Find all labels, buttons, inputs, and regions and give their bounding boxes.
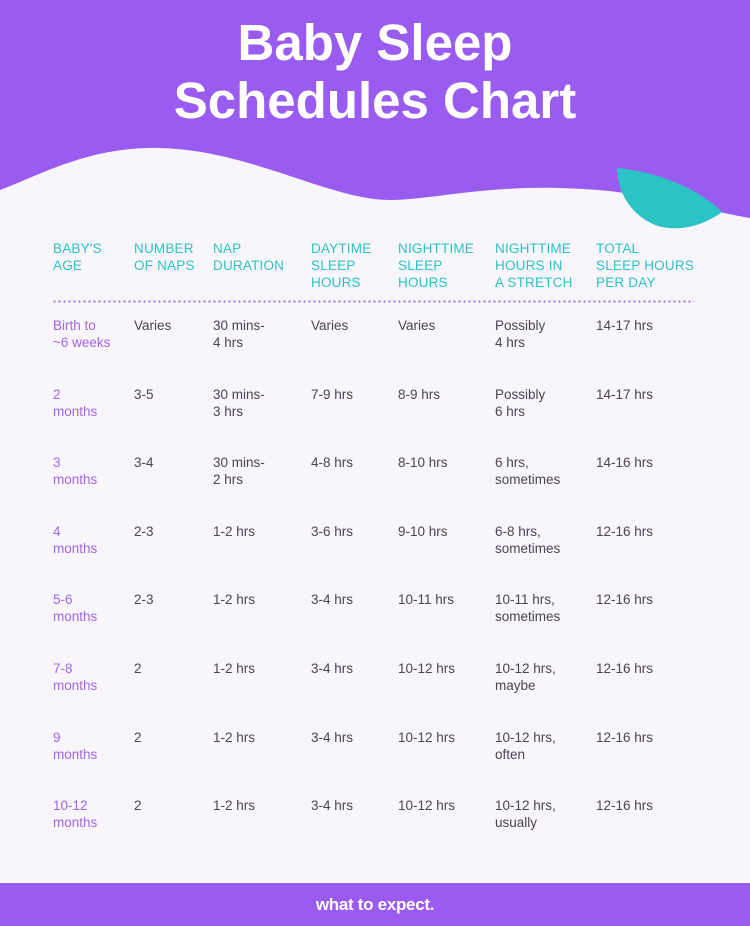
table-body: Birth to ~6 weeks Varies 30 mins- 4 hrs … xyxy=(53,317,703,866)
cell-nap-duration: 1-2 hrs xyxy=(213,660,256,676)
cell-number-of-naps: 2 xyxy=(134,660,142,676)
cell-nighttime-sleep-hours: 8-10 hrs xyxy=(398,455,448,471)
cell-nighttime-sleep-hours: 10-12 hrs xyxy=(398,660,456,676)
cell-daytime-sleep-hours: 7-9 hrs xyxy=(311,386,354,402)
table-row: 7-8 months 2 1-2 hrs 3-4 hrs 10-12 hrs 1… xyxy=(53,660,703,729)
sleep-schedule-table: BABY'S AGE NUMBER OF NAPS NAP DURATION D… xyxy=(52,240,703,866)
title-line-2: Schedules Chart xyxy=(173,72,577,129)
cell-nighttime-hours-in-a-stretch: Possibly 4 hrs xyxy=(495,318,546,350)
cell-daytime-sleep-hours: 3-4 hrs xyxy=(311,729,354,745)
title-line-1: Baby Sleep xyxy=(237,14,513,71)
cell-daytime-sleep-hours: 3-6 hrs xyxy=(311,523,354,539)
cell-total-sleep-hours: 12-16 hrs xyxy=(596,798,654,814)
cell-nap-duration: 30 mins- 2 hrs xyxy=(213,455,265,488)
column-header-daytime-sleep-hours: DAYTIME SLEEP HOURS xyxy=(311,241,372,290)
cell-babys-age: 3 months xyxy=(53,455,98,488)
column-header-number-of-naps: NUMBER OF NAPS xyxy=(134,241,195,273)
header-purple-wave xyxy=(0,0,750,218)
cell-nighttime-sleep-hours: 8-9 hrs xyxy=(398,386,441,402)
cell-nighttime-hours-in-a-stretch: 6 hrs, sometimes xyxy=(495,455,561,488)
cell-number-of-naps: 2-3 xyxy=(134,592,154,608)
cell-daytime-sleep-hours: 4-8 hrs xyxy=(311,455,354,471)
cell-number-of-naps: 2 xyxy=(134,798,142,814)
cell-nighttime-hours-in-a-stretch: 10-12 hrs, often xyxy=(495,729,556,762)
cell-daytime-sleep-hours: 3-4 hrs xyxy=(311,660,354,676)
what-to-expect-logo: what to expect. xyxy=(315,895,435,914)
cell-number-of-naps: 2 xyxy=(134,729,142,745)
column-header-babys-age: BABY'S AGE xyxy=(53,241,102,273)
column-header-total-sleep-hours-per-day: TOTAL SLEEP HOURS PER DAY xyxy=(596,241,694,290)
cell-nighttime-sleep-hours: Varies xyxy=(398,318,436,333)
cell-total-sleep-hours: 12-16 hrs xyxy=(596,729,654,745)
table-row: 2 months 3-5 30 mins- 3 hrs 7-9 hrs 8-9 … xyxy=(53,386,703,455)
cell-daytime-sleep-hours: 3-4 hrs xyxy=(311,592,354,608)
cell-babys-age: 7-8 months xyxy=(53,660,98,693)
cell-nighttime-hours-in-a-stretch: Possibly 6 hrs xyxy=(495,386,546,419)
cell-total-sleep-hours: 12-16 hrs xyxy=(596,660,654,676)
cell-total-sleep-hours: 12-16 hrs xyxy=(596,592,654,608)
cell-babys-age: 9 months xyxy=(53,729,98,762)
cell-nap-duration: 1-2 hrs xyxy=(213,729,256,745)
cell-number-of-naps: 3-5 xyxy=(134,386,154,402)
table-row: 4 months 2-3 1-2 hrs 3-6 hrs 9-10 hrs 6-… xyxy=(53,523,703,592)
cell-number-of-naps: 2-3 xyxy=(134,523,154,539)
table-row: Birth to ~6 weeks Varies 30 mins- 4 hrs … xyxy=(53,317,703,386)
cell-nighttime-sleep-hours: 10-12 hrs xyxy=(398,798,456,814)
cell-nighttime-hours-in-a-stretch: 10-11 hrs, sometimes xyxy=(495,592,561,625)
cell-babys-age: 2 months xyxy=(53,386,98,419)
cell-nap-duration: 1-2 hrs xyxy=(213,523,256,539)
cell-total-sleep-hours: 14-17 hrs xyxy=(596,386,654,402)
cell-nap-duration: 1-2 hrs xyxy=(213,798,256,814)
dotted-divider xyxy=(52,300,694,303)
table-header-row: BABY'S AGE NUMBER OF NAPS NAP DURATION D… xyxy=(53,240,703,291)
cell-total-sleep-hours: 12-16 hrs xyxy=(596,523,654,539)
cell-total-sleep-hours: 14-16 hrs xyxy=(596,455,654,471)
cell-daytime-sleep-hours: Varies xyxy=(311,318,349,333)
cell-daytime-sleep-hours: 3-4 hrs xyxy=(311,798,354,814)
cell-total-sleep-hours: 14-17 hrs xyxy=(596,318,654,333)
footer-bar: what to expect. xyxy=(0,883,750,926)
column-header-nap-duration: NAP DURATION xyxy=(213,241,285,273)
cell-nighttime-sleep-hours: 9-10 hrs xyxy=(398,523,448,539)
table-row: 9 months 2 1-2 hrs 3-4 hrs 10-12 hrs 10-… xyxy=(53,729,703,798)
page-title: Baby Sleep Schedules Chart xyxy=(0,14,750,130)
cell-nap-duration: 30 mins- 3 hrs xyxy=(213,386,265,419)
cell-babys-age: Birth to ~6 weeks xyxy=(53,318,111,350)
cell-nap-duration: 30 mins- 4 hrs xyxy=(213,318,265,350)
cell-nighttime-hours-in-a-stretch: 6-8 hrs, sometimes xyxy=(495,523,561,556)
cell-nap-duration: 1-2 hrs xyxy=(213,592,256,608)
cell-number-of-naps: Varies xyxy=(134,318,172,333)
cell-nighttime-sleep-hours: 10-11 hrs xyxy=(398,592,455,608)
teal-accent-shape xyxy=(617,168,722,229)
table-row: 3 months 3-4 30 mins- 2 hrs 4-8 hrs 8-10… xyxy=(53,454,703,523)
table-row: 5-6 months 2-3 1-2 hrs 3-4 hrs 10-11 hrs… xyxy=(53,591,703,660)
cell-nighttime-hours-in-a-stretch: 10-12 hrs, usually xyxy=(495,798,556,831)
cell-babys-age: 4 months xyxy=(53,523,98,556)
header-wave-background xyxy=(0,0,750,229)
cell-nighttime-hours-in-a-stretch: 10-12 hrs, maybe xyxy=(495,660,556,693)
cell-babys-age: 10-12 months xyxy=(53,798,98,831)
column-header-nighttime-sleep-hours: NIGHTTIME SLEEP HOURS xyxy=(398,241,475,290)
cell-number-of-naps: 3-4 xyxy=(134,455,154,471)
cell-babys-age: 5-6 months xyxy=(53,592,98,625)
column-header-nighttime-hours-in-a-stretch: NIGHTTIME HOURS IN A STRETCH xyxy=(495,241,573,290)
table-row: 10-12 months 2 1-2 hrs 3-4 hrs 10-12 hrs… xyxy=(53,797,703,866)
cell-nighttime-sleep-hours: 10-12 hrs xyxy=(398,729,456,745)
